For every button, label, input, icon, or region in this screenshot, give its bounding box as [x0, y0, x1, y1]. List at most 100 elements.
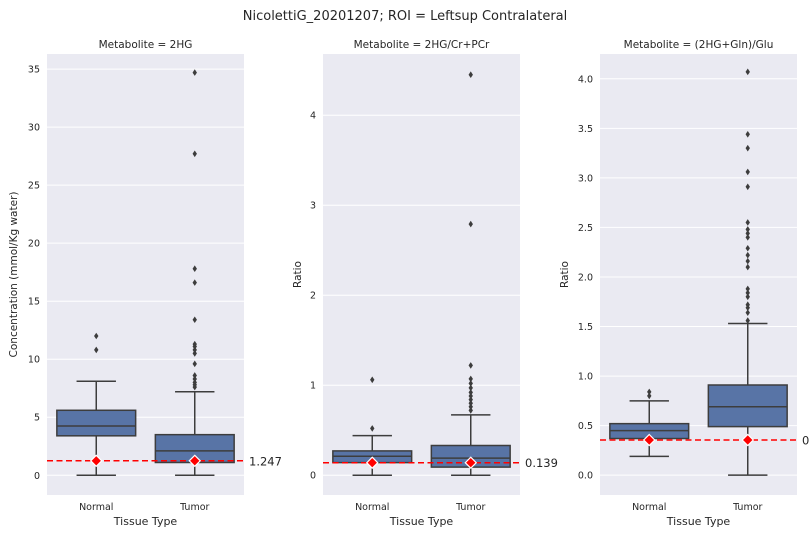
outlier-point [647, 388, 652, 396]
y-axis-label: Concentration (mmol/Kg water) [8, 192, 20, 358]
y-tick-label: 25 [28, 181, 40, 192]
outlier-point [468, 380, 473, 387]
mean-marker [188, 454, 202, 468]
y-tick-label: 10 [28, 355, 40, 366]
outlier-point [192, 360, 197, 368]
outlier-point [745, 130, 750, 138]
outlier-point [370, 425, 375, 432]
iqr-box [707, 384, 788, 428]
x-tick-label: Tumor [179, 502, 209, 513]
y-tick-label: 4.0 [578, 74, 593, 85]
box-normal [609, 388, 690, 458]
figure-title: NicolettiG_20201207; ROI = Leftsup Contr… [242, 9, 568, 24]
outlier-point [745, 301, 750, 309]
outlier-point [192, 69, 197, 76]
outlier-point [745, 251, 750, 259]
x-tick-label: Normal [632, 502, 666, 513]
outlier-point [468, 220, 473, 228]
x-axis-label: Tissue Type [389, 515, 454, 528]
reference-value-label: 0.139 [525, 456, 558, 470]
subplot-title: Metabolite = (2HG+Gln)/Glu [624, 39, 774, 51]
reference-value-label: 1.247 [249, 454, 282, 468]
mean-marker [642, 433, 656, 447]
y-tick-label: 3.0 [578, 173, 593, 184]
box-tumor [430, 71, 511, 476]
mean-marker [365, 456, 379, 470]
y-tick-label: 15 [28, 297, 40, 308]
y-tick-label: 2.5 [578, 223, 593, 234]
y-tick-label: 35 [28, 65, 40, 76]
outlier-point [745, 293, 750, 301]
x-tick-label: Tumor [455, 502, 485, 513]
outlier-point [468, 389, 473, 396]
y-tick-label: 3.5 [578, 124, 593, 135]
outlier-point [745, 309, 750, 316]
outlier-point [468, 384, 473, 392]
y-tick-label: 0 [34, 471, 40, 482]
outlier-point [745, 244, 750, 252]
outlier-point [468, 407, 473, 414]
outlier-point [468, 399, 473, 407]
mean-marker [464, 456, 478, 470]
x-axis-label: Tissue Type [113, 515, 178, 528]
outlier-point [745, 226, 750, 233]
outlier-point [192, 346, 197, 354]
outlier-point [468, 396, 473, 403]
iqr-box [56, 409, 137, 437]
x-tick-label: Normal [355, 502, 389, 513]
x-axis-label: Tissue Type [666, 515, 731, 528]
y-tick-label: 1.5 [578, 322, 593, 333]
outlier-point [192, 379, 197, 386]
plot-area [323, 54, 520, 495]
y-tick-label: 0 [310, 471, 316, 482]
outlier-point [468, 362, 473, 369]
y-tick-label: 0.0 [578, 471, 593, 482]
x-tick-label: Normal [79, 502, 113, 513]
outlier-point [94, 332, 99, 340]
y-tick-label: 3 [310, 201, 316, 212]
outlier-point [468, 71, 473, 78]
reference-value-label: 0 [802, 433, 809, 447]
outlier-point [192, 375, 197, 383]
outlier-point [647, 392, 652, 400]
outlier-point [745, 168, 750, 176]
y-tick-label: 4 [310, 111, 316, 122]
outlier-point [745, 285, 750, 293]
outlier-point [745, 68, 750, 76]
subplot-title: Metabolite = 2HG [99, 39, 193, 51]
outlier-point [192, 265, 197, 272]
box-tumor [707, 68, 788, 476]
subplot-2hg-cr-pcr: 0 1 2 3 4 0.139 Normal Tumor Metabolite = 2HG/Cr… [292, 39, 558, 528]
outlier-point [192, 279, 197, 286]
y-tick-label: 5 [34, 413, 40, 424]
outlier-point [192, 150, 197, 158]
y-tick-label: 30 [28, 123, 40, 134]
outlier-point [745, 289, 750, 297]
outlier-point [745, 183, 750, 191]
y-tick-label: 1.0 [578, 372, 593, 383]
outlier-point [745, 263, 750, 271]
outlier-point [94, 346, 99, 354]
outlier-point [745, 257, 750, 265]
x-tick-label: Tumor [732, 502, 762, 513]
outlier-point [745, 317, 750, 324]
y-tick-label: 0.5 [578, 421, 593, 432]
box-tumor [154, 69, 235, 477]
box-normal [56, 332, 137, 477]
y-tick-label: 2.0 [578, 272, 593, 283]
outlier-point [192, 316, 197, 324]
y-axis-label: Ratio [559, 261, 571, 288]
outlier-point [468, 403, 473, 411]
y-tick-label: 2 [310, 291, 316, 302]
outlier-point [468, 392, 473, 400]
y-tick-label: 20 [28, 239, 40, 250]
outlier-point [192, 350, 197, 357]
outlier-point [745, 219, 750, 226]
y-tick-label: 1 [310, 381, 316, 392]
outlier-point [745, 230, 750, 237]
subplot-2hg: 0 5 10 15 20 25 30 35 1.247 Normal Tumor Metabolite… [8, 39, 282, 528]
mean-marker [741, 433, 755, 447]
outlier-point [192, 340, 197, 348]
outlier-point [745, 144, 750, 152]
